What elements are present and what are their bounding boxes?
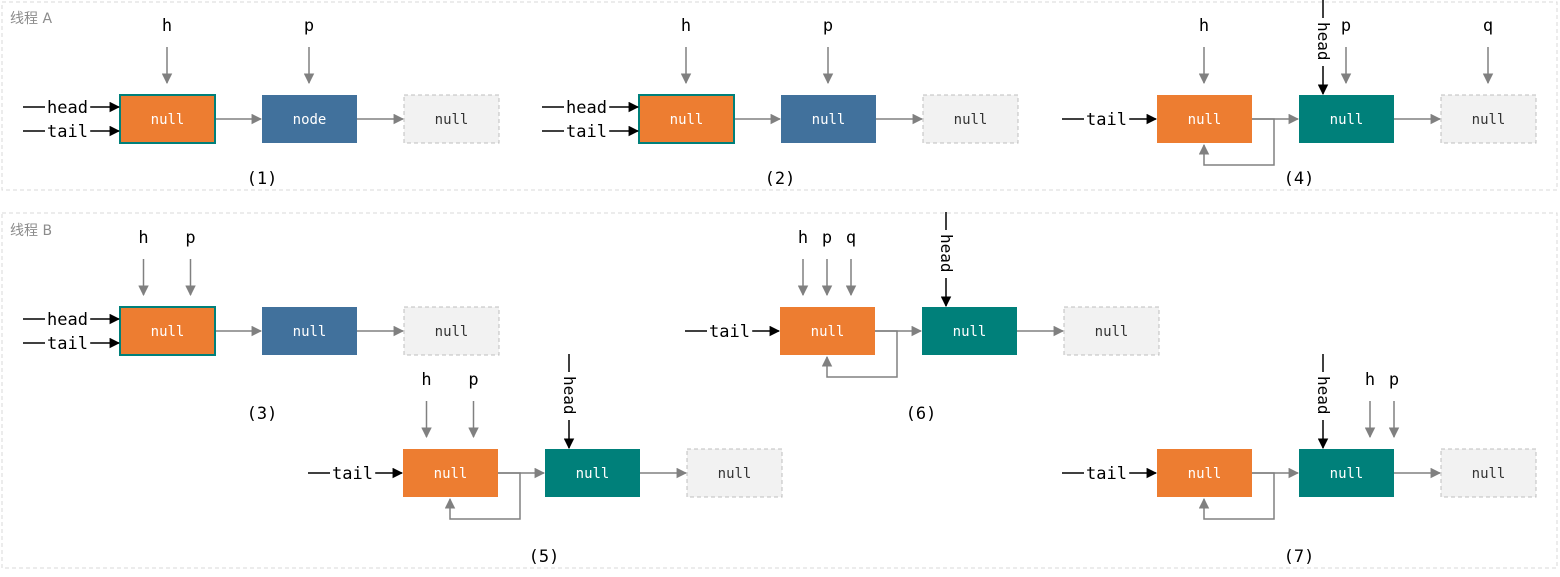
state-caption: (2)	[765, 169, 796, 189]
node-label: null	[953, 324, 987, 340]
list-node	[403, 449, 498, 497]
node-label: null	[1188, 112, 1222, 128]
pointer-q-label: q	[1483, 16, 1493, 36]
list-node	[780, 307, 875, 355]
pointer-p-label: p	[1389, 370, 1399, 390]
list-node	[1063, 306, 1160, 356]
list-node	[781, 95, 876, 143]
list-node	[1157, 449, 1252, 497]
pointer-h-label: h	[798, 228, 808, 248]
pointer-head-label: head	[560, 376, 579, 415]
pointer-p-label: p	[1341, 16, 1351, 36]
self-loop-arrow-icon	[1198, 472, 1275, 520]
state-caption: (3)	[247, 404, 278, 424]
node-label: null	[151, 324, 185, 340]
pointer-tail-label: tail	[47, 334, 88, 354]
pointer-h-label: h	[681, 16, 691, 36]
list-node	[119, 94, 216, 144]
node-label: null	[435, 112, 469, 128]
node-label: node	[293, 112, 327, 128]
pointer-p-label: p	[185, 228, 195, 248]
pointer-p-label: p	[468, 370, 478, 390]
list-node	[922, 94, 1019, 144]
list-node	[1157, 95, 1252, 143]
self-loop-arrow-icon	[1198, 118, 1275, 166]
thread-b-panel	[1, 212, 1558, 569]
pointer-tail-label: tail	[1086, 464, 1127, 484]
pointer-head-label: head	[47, 98, 88, 118]
pointer-p-label: p	[823, 16, 833, 36]
node-label: null	[718, 466, 752, 482]
pointer-tail-label: tail	[1086, 110, 1127, 130]
list-node	[545, 449, 640, 497]
state-caption: (1)	[247, 169, 278, 189]
state-caption: (7)	[1284, 547, 1315, 567]
node-label: null	[1472, 466, 1506, 482]
list-node	[403, 94, 500, 144]
pointer-h-label: h	[1365, 370, 1375, 390]
state-1: null node null h p head tail (1)	[23, 16, 500, 189]
list-node	[922, 307, 1017, 355]
list-node	[686, 448, 783, 498]
pointer-tail-label: tail	[47, 122, 88, 142]
list-node	[1440, 448, 1537, 498]
node-label: null	[1330, 466, 1364, 482]
list-node	[262, 95, 357, 143]
list-node	[1299, 95, 1394, 143]
state-4: null null null h p q tail head (4)	[1062, 0, 1537, 189]
node-label: null	[576, 466, 610, 482]
pointer-h-label: h	[162, 16, 172, 36]
node-label: null	[293, 324, 327, 340]
list-node	[403, 306, 500, 356]
pointer-q-label: q	[846, 228, 856, 248]
state-caption: (5)	[529, 547, 560, 567]
panel-label-thread-b: 线程 B	[10, 223, 53, 239]
pointer-p-label: p	[304, 16, 314, 36]
node-label: null	[151, 112, 185, 128]
pointer-head-label: head	[47, 310, 88, 330]
node-label: null	[1188, 466, 1222, 482]
node-label: null	[1330, 112, 1364, 128]
state-3: null null null h p head tail (3)	[23, 228, 500, 424]
pointer-head-label: head	[937, 234, 956, 273]
list-node	[119, 306, 216, 356]
pointer-tail-label: tail	[709, 322, 750, 342]
pointer-head-label: head	[1314, 376, 1333, 415]
list-node	[262, 307, 357, 355]
node-label: null	[670, 112, 704, 128]
pointer-head-label: head	[1314, 22, 1333, 61]
node-label: null	[1472, 112, 1506, 128]
thread-a-panel	[1, 1, 1558, 191]
state-7: null null null h p tail head (7)	[1062, 354, 1537, 567]
node-label: null	[812, 112, 846, 128]
state-2: null null null h p head tail (2)	[542, 16, 1019, 189]
pointer-h-label: h	[1199, 16, 1209, 36]
pointer-h-label: h	[421, 370, 431, 390]
node-label: null	[954, 112, 988, 128]
state-caption: (6)	[906, 404, 937, 424]
node-label: null	[811, 324, 845, 340]
state-5: null null null h p tail head (5)	[308, 354, 783, 567]
state-caption: (4)	[1284, 169, 1315, 189]
pointer-head-label: head	[566, 98, 607, 118]
state-6: null null null h p q tail head (6)	[685, 212, 1160, 424]
pointer-p-label: p	[822, 228, 832, 248]
pointer-tail-label: tail	[332, 464, 373, 484]
node-label: null	[435, 324, 469, 340]
self-loop-arrow-icon	[444, 472, 521, 520]
pointer-tail-label: tail	[566, 122, 607, 142]
node-label: null	[434, 466, 468, 482]
panel-label-thread-a: 线程 A	[10, 11, 53, 27]
pointer-h-label: h	[138, 228, 148, 248]
list-node	[638, 94, 735, 144]
node-label: null	[1095, 324, 1129, 340]
self-loop-arrow-icon	[821, 330, 898, 378]
list-node	[1440, 94, 1537, 144]
list-node	[1299, 449, 1394, 497]
